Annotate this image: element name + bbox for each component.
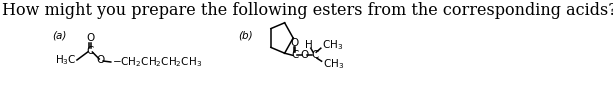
Text: C: C (291, 50, 299, 60)
Text: CH$_3$: CH$_3$ (323, 57, 345, 71)
Text: C: C (86, 46, 94, 56)
Text: CH$_3$: CH$_3$ (322, 38, 343, 52)
Text: C: C (311, 50, 318, 60)
Text: O: O (86, 33, 94, 43)
Text: (a): (a) (52, 30, 67, 40)
Text: H: H (305, 40, 313, 50)
Text: $-$CH$_2$CH$_2$CH$_2$CH$_3$: $-$CH$_2$CH$_2$CH$_2$CH$_3$ (112, 55, 202, 69)
Text: O: O (97, 55, 105, 65)
Text: How might you prepare the following esters from the corresponding acids?: How might you prepare the following este… (2, 2, 613, 19)
Text: O: O (291, 38, 299, 48)
Text: (b): (b) (238, 30, 253, 40)
Text: O: O (300, 50, 309, 60)
Text: H$_3$C: H$_3$C (55, 53, 76, 67)
